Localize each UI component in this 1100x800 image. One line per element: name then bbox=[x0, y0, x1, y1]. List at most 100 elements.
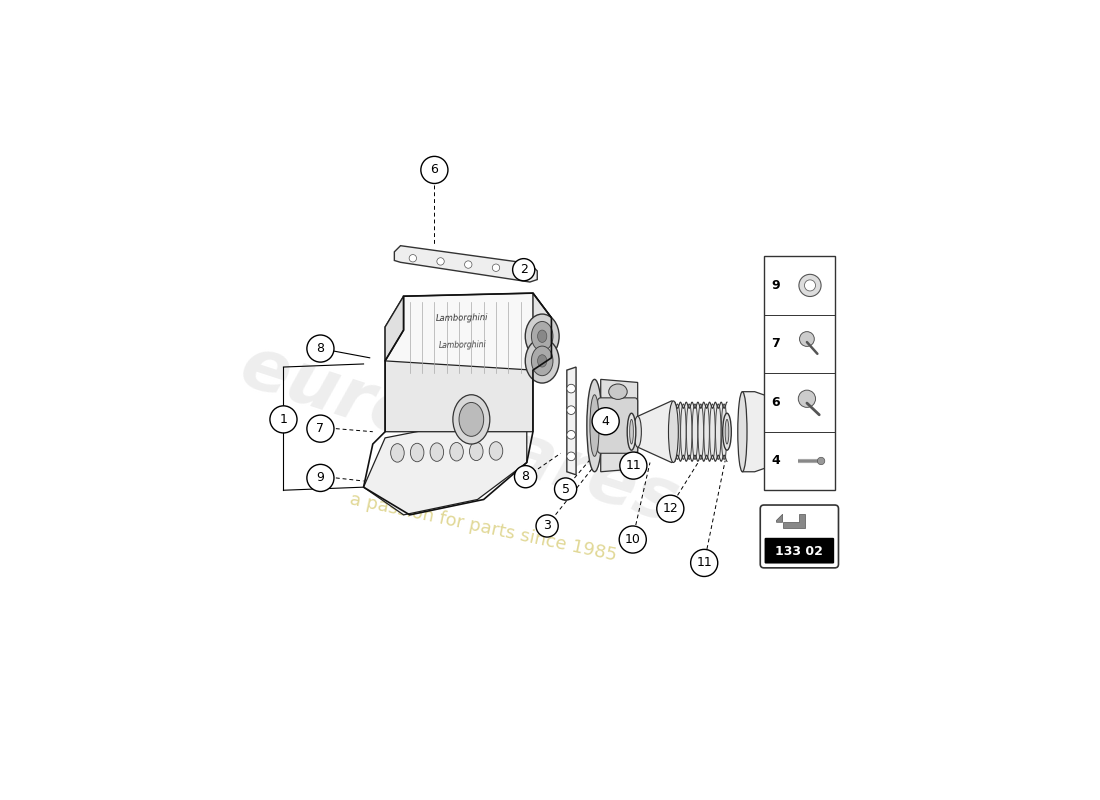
Circle shape bbox=[566, 430, 575, 439]
Text: 9: 9 bbox=[771, 279, 780, 292]
Ellipse shape bbox=[490, 442, 503, 460]
Ellipse shape bbox=[470, 442, 483, 461]
Text: 4: 4 bbox=[602, 414, 609, 428]
Polygon shape bbox=[782, 514, 805, 529]
Text: 4: 4 bbox=[771, 454, 780, 467]
Ellipse shape bbox=[686, 404, 692, 459]
Ellipse shape bbox=[453, 394, 490, 444]
Ellipse shape bbox=[531, 346, 553, 376]
Circle shape bbox=[307, 464, 334, 491]
Text: Lamborghini: Lamborghini bbox=[436, 313, 488, 322]
Text: 8: 8 bbox=[317, 342, 324, 355]
Text: 2: 2 bbox=[520, 263, 528, 276]
Circle shape bbox=[619, 526, 647, 553]
Circle shape bbox=[817, 458, 825, 465]
Text: 7: 7 bbox=[771, 338, 780, 350]
Ellipse shape bbox=[669, 401, 679, 462]
Ellipse shape bbox=[525, 314, 559, 358]
Ellipse shape bbox=[629, 419, 634, 444]
Ellipse shape bbox=[704, 404, 710, 459]
Circle shape bbox=[691, 550, 717, 577]
Circle shape bbox=[566, 406, 575, 414]
Circle shape bbox=[619, 452, 647, 479]
Polygon shape bbox=[385, 293, 551, 373]
Circle shape bbox=[799, 390, 815, 407]
Text: 10: 10 bbox=[625, 533, 640, 546]
Circle shape bbox=[515, 466, 537, 488]
Ellipse shape bbox=[627, 414, 636, 450]
Ellipse shape bbox=[692, 404, 697, 459]
FancyBboxPatch shape bbox=[764, 538, 834, 563]
Ellipse shape bbox=[608, 384, 627, 399]
Text: eurospares: eurospares bbox=[231, 331, 686, 538]
Text: a passion for parts since 1985: a passion for parts since 1985 bbox=[349, 490, 619, 564]
Circle shape bbox=[536, 515, 558, 537]
Circle shape bbox=[409, 254, 417, 262]
Text: 12: 12 bbox=[662, 502, 679, 515]
Polygon shape bbox=[566, 367, 576, 475]
Ellipse shape bbox=[715, 404, 720, 459]
Text: 6: 6 bbox=[430, 163, 438, 177]
Circle shape bbox=[307, 415, 334, 442]
Polygon shape bbox=[532, 293, 551, 370]
Ellipse shape bbox=[459, 402, 484, 436]
Ellipse shape bbox=[681, 404, 686, 459]
Polygon shape bbox=[777, 514, 782, 522]
Ellipse shape bbox=[698, 404, 704, 459]
Polygon shape bbox=[742, 392, 785, 472]
Circle shape bbox=[464, 261, 472, 268]
Ellipse shape bbox=[723, 414, 732, 450]
Ellipse shape bbox=[525, 338, 559, 383]
Ellipse shape bbox=[410, 443, 424, 462]
Text: 9: 9 bbox=[317, 471, 324, 485]
Text: 6: 6 bbox=[771, 396, 780, 409]
Circle shape bbox=[520, 267, 527, 274]
Circle shape bbox=[513, 258, 535, 281]
Circle shape bbox=[437, 258, 444, 265]
Text: 11: 11 bbox=[696, 557, 712, 570]
Text: 3: 3 bbox=[543, 519, 551, 533]
Circle shape bbox=[799, 274, 821, 297]
Ellipse shape bbox=[450, 442, 463, 461]
Circle shape bbox=[804, 280, 815, 291]
Ellipse shape bbox=[538, 354, 547, 367]
Circle shape bbox=[270, 406, 297, 433]
Circle shape bbox=[566, 384, 575, 393]
Circle shape bbox=[800, 332, 814, 346]
Ellipse shape bbox=[738, 392, 747, 472]
Text: 1: 1 bbox=[279, 413, 287, 426]
Ellipse shape bbox=[725, 419, 729, 444]
Circle shape bbox=[554, 478, 576, 500]
Circle shape bbox=[307, 335, 334, 362]
Circle shape bbox=[493, 264, 499, 271]
Text: 5: 5 bbox=[562, 482, 570, 495]
Circle shape bbox=[657, 495, 684, 522]
Circle shape bbox=[592, 408, 619, 435]
Polygon shape bbox=[601, 379, 638, 472]
Text: 8: 8 bbox=[521, 470, 529, 483]
Ellipse shape bbox=[531, 322, 553, 351]
Text: 133 02: 133 02 bbox=[776, 546, 823, 558]
Ellipse shape bbox=[390, 444, 404, 462]
Ellipse shape bbox=[710, 404, 715, 459]
Ellipse shape bbox=[590, 394, 600, 456]
FancyBboxPatch shape bbox=[760, 505, 838, 568]
Text: 11: 11 bbox=[626, 459, 641, 472]
FancyBboxPatch shape bbox=[597, 398, 638, 454]
Ellipse shape bbox=[586, 379, 603, 472]
Ellipse shape bbox=[634, 416, 641, 447]
Circle shape bbox=[566, 452, 575, 461]
Circle shape bbox=[421, 156, 448, 183]
Polygon shape bbox=[363, 410, 527, 515]
Text: 7: 7 bbox=[317, 422, 324, 435]
FancyBboxPatch shape bbox=[763, 256, 835, 490]
Polygon shape bbox=[385, 361, 532, 432]
Ellipse shape bbox=[430, 443, 443, 462]
Polygon shape bbox=[638, 401, 674, 462]
Ellipse shape bbox=[674, 404, 680, 459]
Polygon shape bbox=[385, 296, 404, 361]
Polygon shape bbox=[394, 246, 537, 282]
Text: Lamborghini: Lamborghini bbox=[438, 341, 486, 350]
Ellipse shape bbox=[779, 426, 785, 438]
Ellipse shape bbox=[722, 404, 727, 459]
